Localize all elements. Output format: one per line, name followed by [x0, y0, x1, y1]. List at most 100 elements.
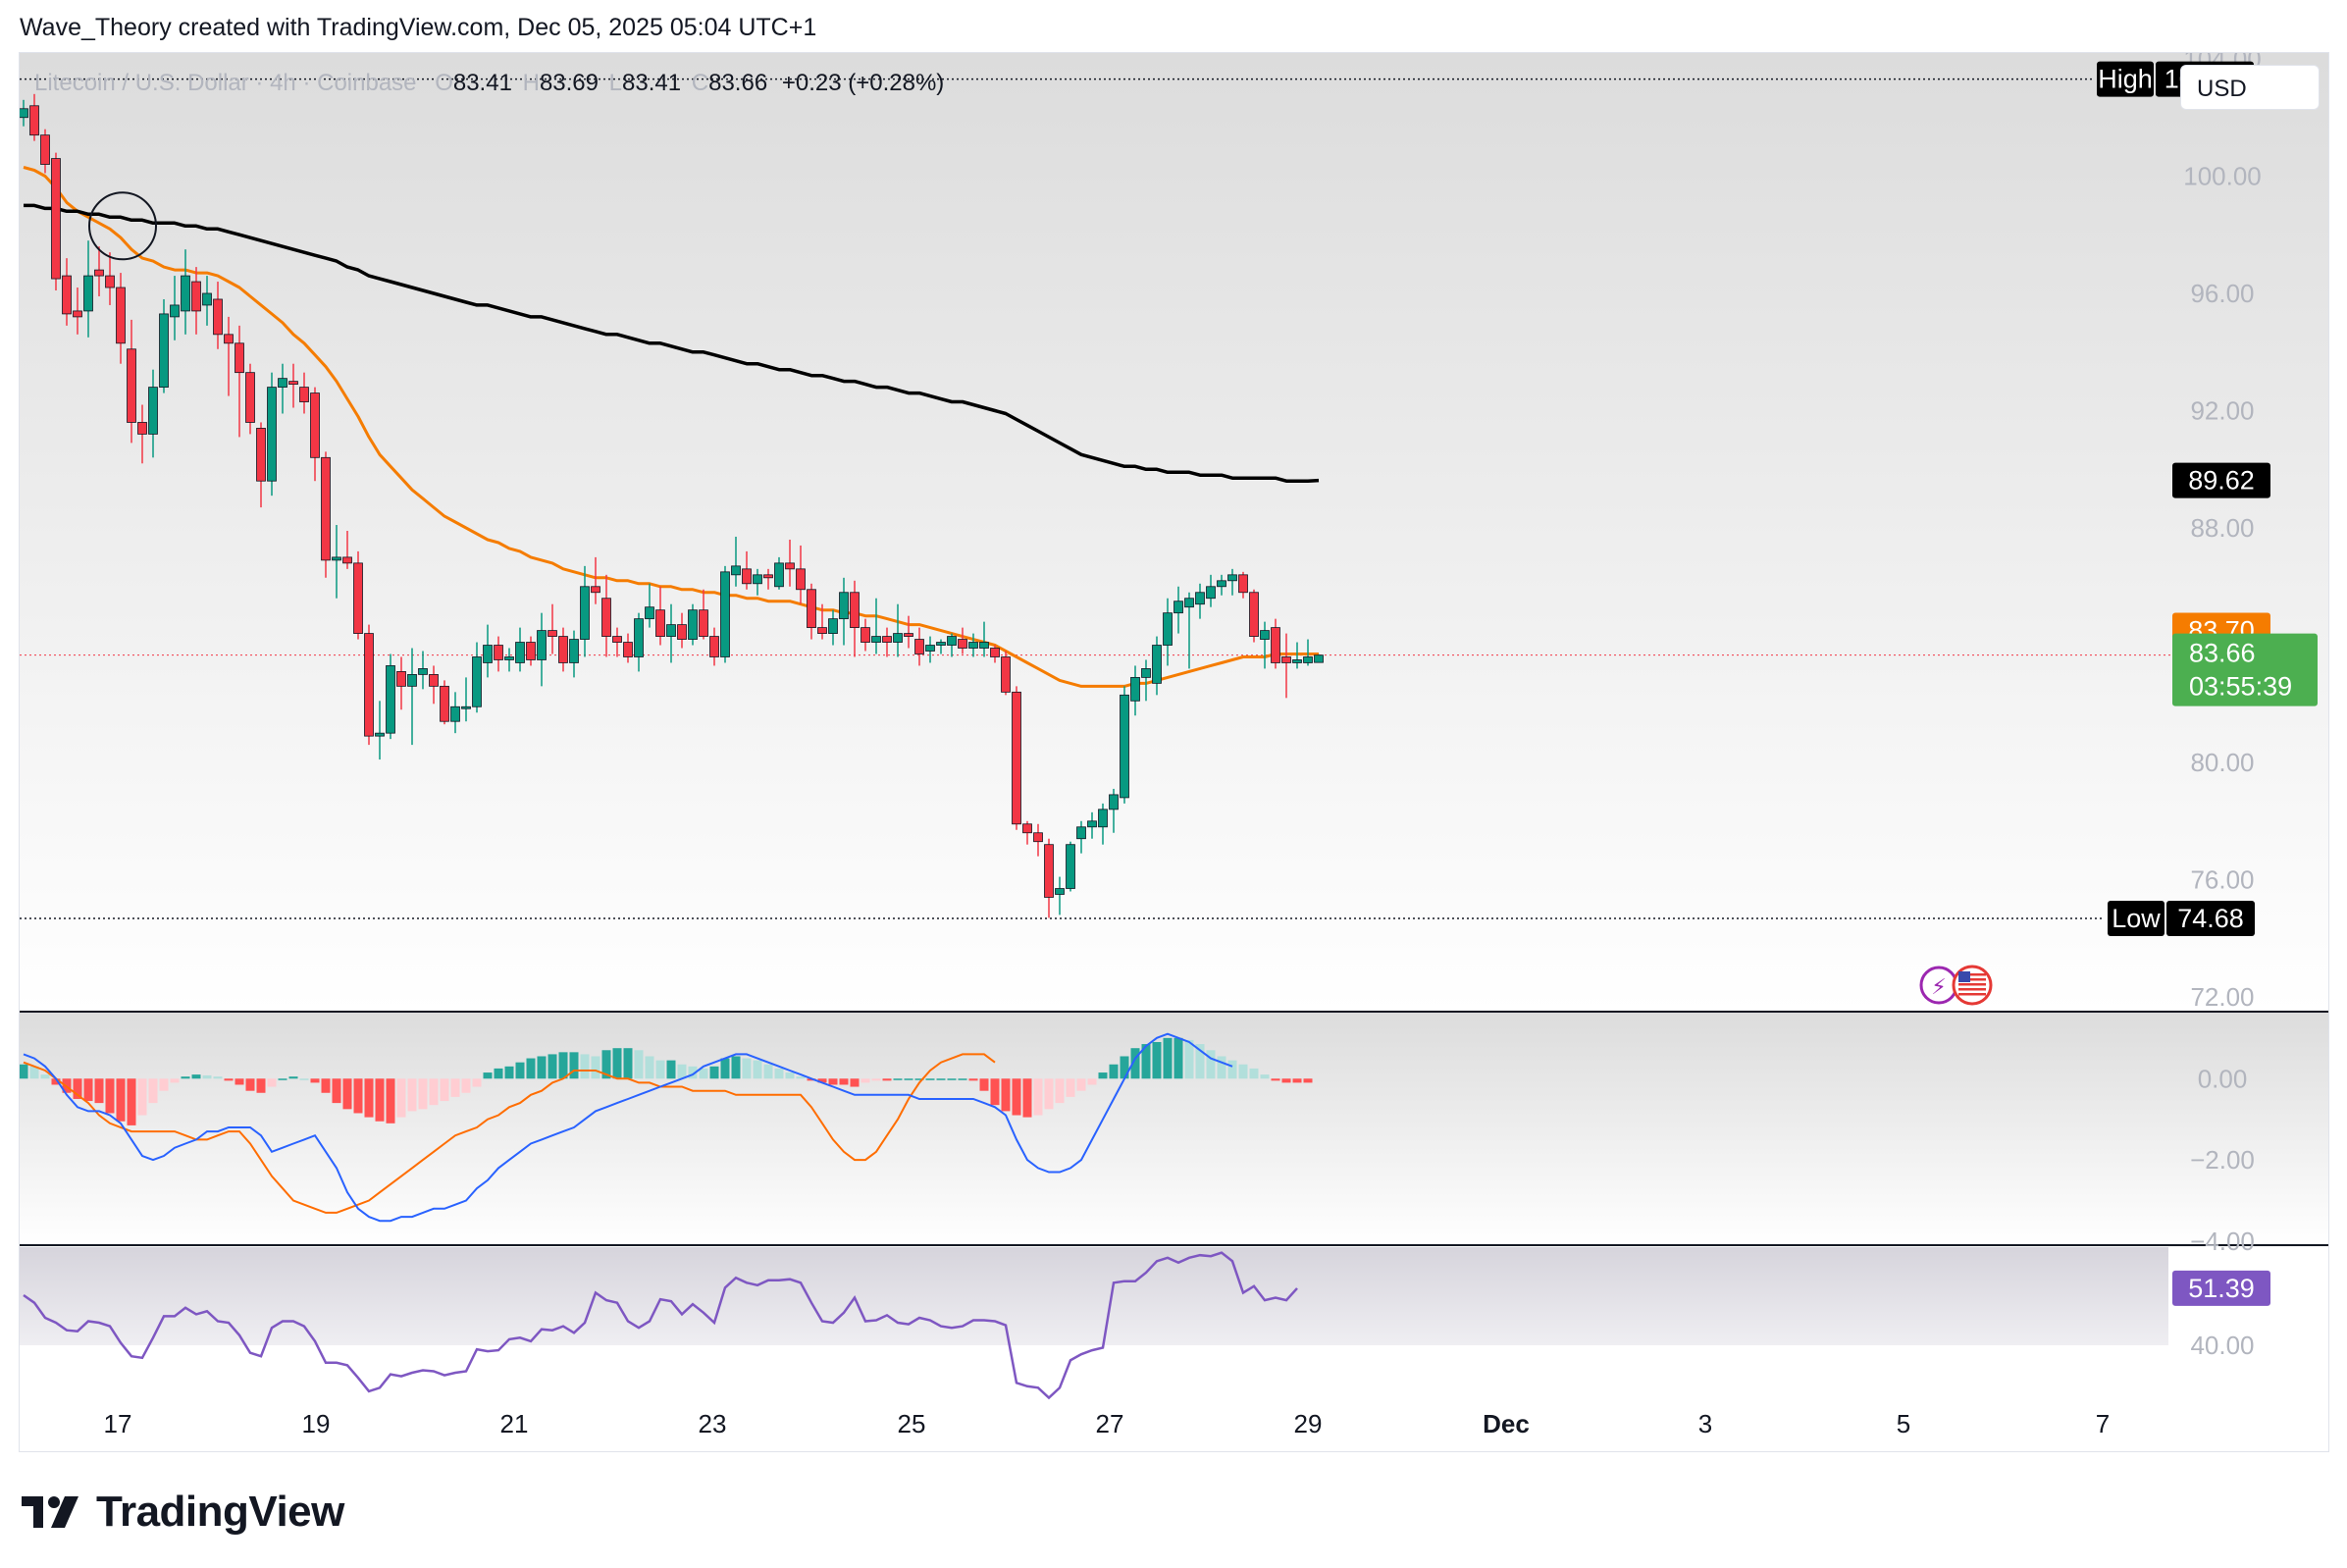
- macd-tick-label: −4.00: [2190, 1227, 2255, 1256]
- candle: [1152, 636, 1162, 696]
- macd-histogram-bar: [569, 1052, 579, 1079]
- macd-histogram-bar: [1120, 1056, 1129, 1079]
- candle: [591, 556, 600, 604]
- candle: [1195, 583, 1205, 619]
- candle-body: [828, 618, 838, 634]
- candle: [968, 633, 978, 657]
- close-value: 83.66: [708, 70, 768, 96]
- candle: [494, 636, 503, 672]
- candle-body: [440, 685, 449, 722]
- candle-body: [558, 636, 568, 663]
- macd-histogram-bar: [785, 1072, 795, 1079]
- rsi-line: [23, 1251, 1298, 1400]
- candle-body: [256, 428, 266, 482]
- candle-body: [742, 568, 752, 585]
- macd-histogram-bar: [591, 1056, 600, 1079]
- price-tick-label: 96.00: [2190, 279, 2254, 308]
- candle-body: [267, 387, 277, 482]
- macd-histogram-bar: [1163, 1037, 1173, 1079]
- rsi-pane[interactable]: 40.00 51.39: [23, 1251, 2270, 1400]
- candle-body: [591, 586, 600, 594]
- candle-body: [245, 372, 255, 423]
- candle: [526, 636, 536, 666]
- macd-histogram-bar: [990, 1078, 1000, 1106]
- candle: [364, 624, 374, 746]
- macd-histogram-bar: [839, 1078, 849, 1085]
- candle-body: [1044, 844, 1054, 898]
- macd-histogram-bar: [1066, 1078, 1075, 1097]
- macd-histogram-bar: [688, 1066, 698, 1079]
- candle-body: [958, 639, 967, 649]
- candle: [537, 612, 547, 687]
- tradingview-logo[interactable]: TradingView: [22, 1488, 344, 1537]
- macd-line: [23, 1032, 1233, 1223]
- macd-histogram-bar: [1012, 1078, 1021, 1116]
- low-label-bg: [2108, 900, 2164, 936]
- candle-body: [861, 627, 870, 643]
- candle: [1022, 820, 1032, 845]
- candle: [202, 276, 212, 326]
- macd-histogram-bar: [947, 1078, 957, 1080]
- macd-histogram-bar: [882, 1078, 892, 1081]
- macd-histogram-bar: [871, 1078, 881, 1081]
- countdown-label: 03:55:39: [2189, 672, 2292, 702]
- macd-histogram-bar: [299, 1078, 309, 1080]
- last-price-label: 83.66: [2189, 639, 2256, 668]
- candle-body: [1130, 676, 1140, 702]
- candle: [623, 633, 633, 663]
- rsi-band: [20, 1247, 2168, 1345]
- macd-histogram-bar: [450, 1078, 460, 1097]
- currency-button[interactable]: USD: [2180, 65, 2320, 110]
- candle: [925, 636, 935, 663]
- candle: [1109, 788, 1119, 833]
- flag-stripe-icon: [1958, 978, 1986, 981]
- low-label: Low: [2112, 904, 2161, 933]
- macd-histogram-bar: [537, 1056, 547, 1079]
- candle-body: [1281, 656, 1291, 663]
- candle-body: [1109, 794, 1119, 810]
- macd-histogram-bar: [1217, 1056, 1226, 1079]
- candle-body: [796, 568, 806, 591]
- candle-body: [979, 642, 989, 649]
- candle-body: [666, 624, 676, 637]
- macd-histogram-bar: [914, 1078, 924, 1080]
- candle: [418, 651, 428, 690]
- macd-histogram-bar: [623, 1048, 633, 1079]
- candle-body: [677, 624, 687, 640]
- candle-body: [731, 565, 741, 576]
- candle: [569, 630, 579, 678]
- candle: [299, 372, 309, 414]
- candle-body: [1163, 612, 1173, 646]
- price-pane[interactable]: 104.00100.0096.0092.0088.0080.0076.0072.…: [20, 53, 2262, 1012]
- macd-histogram-bar: [170, 1078, 180, 1083]
- candle: [342, 531, 352, 569]
- macd-histogram-bar: [742, 1058, 752, 1079]
- candle: [396, 656, 406, 710]
- macd-histogram-bar: [1260, 1074, 1270, 1079]
- flag-stripe-icon: [1958, 983, 1986, 986]
- candle: [1044, 838, 1054, 918]
- macd-histogram-bar: [224, 1078, 234, 1081]
- macd-histogram-bar: [116, 1078, 126, 1122]
- candle: [763, 568, 773, 590]
- candle: [1260, 621, 1270, 669]
- candle-body: [73, 310, 82, 318]
- candle: [1163, 598, 1173, 666]
- macd-histogram-bar: [1109, 1064, 1119, 1079]
- macd-histogram-bar: [936, 1078, 946, 1080]
- macd-histogram-bar: [1206, 1050, 1216, 1079]
- macd-histogram-bar: [753, 1060, 762, 1079]
- candle-body: [191, 281, 201, 312]
- candle: [515, 627, 525, 672]
- chart-frame[interactable]: 104.00100.0096.0092.0088.0080.0076.0072.…: [19, 52, 2329, 1452]
- price-pane-background: [20, 53, 2328, 1012]
- chart-svg[interactable]: 104.00100.0096.0092.0088.0080.0076.0072.…: [20, 53, 2329, 1452]
- candle: [882, 627, 892, 657]
- candle: [94, 246, 104, 296]
- candle-body: [1098, 809, 1108, 828]
- candle-body: [612, 636, 622, 643]
- candle: [1055, 876, 1065, 915]
- macd-pane[interactable]: 0.00 −2.00 −4.00: [20, 1032, 2255, 1256]
- symbol-legend: Litecoin / U.S. Dollar · 4h · Coinbase O…: [34, 70, 944, 97]
- candle-body: [569, 639, 579, 663]
